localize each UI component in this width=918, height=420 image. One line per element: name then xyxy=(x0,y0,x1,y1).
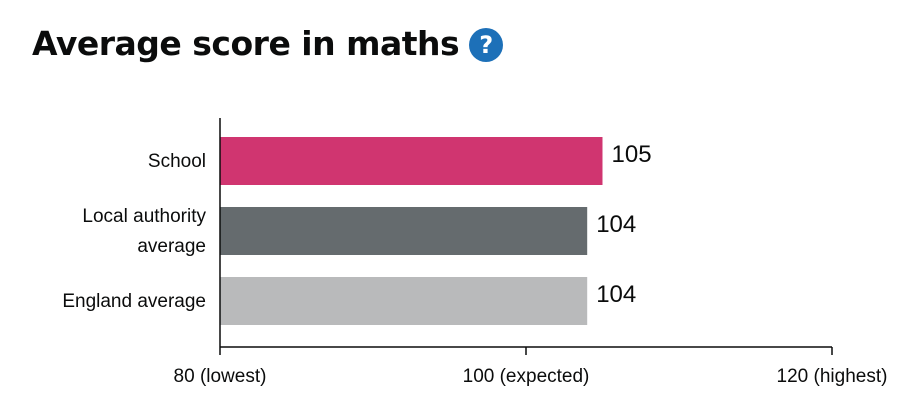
bar-0 xyxy=(220,137,603,185)
bar-1 xyxy=(220,207,588,255)
category-label-1-0: Local authority xyxy=(82,206,206,227)
category-label-1-1: average xyxy=(137,236,206,257)
tick-label-2: 120 (highest) xyxy=(777,366,888,387)
value-label-1: 104 xyxy=(596,211,636,238)
bar-2 xyxy=(220,277,588,325)
category-label-0-0: School xyxy=(148,151,206,172)
chart-header: Average score in maths ? xyxy=(32,22,504,66)
question-mark-icon[interactable]: ? xyxy=(469,28,504,62)
value-label-0: 105 xyxy=(612,141,652,168)
tick-label-0: 80 (lowest) xyxy=(174,366,267,387)
tick-label-1: 100 (expected) xyxy=(463,366,590,387)
value-label-2: 104 xyxy=(596,281,636,308)
page-title: Average score in maths xyxy=(32,24,460,63)
category-label-2-0: England average xyxy=(62,291,206,312)
